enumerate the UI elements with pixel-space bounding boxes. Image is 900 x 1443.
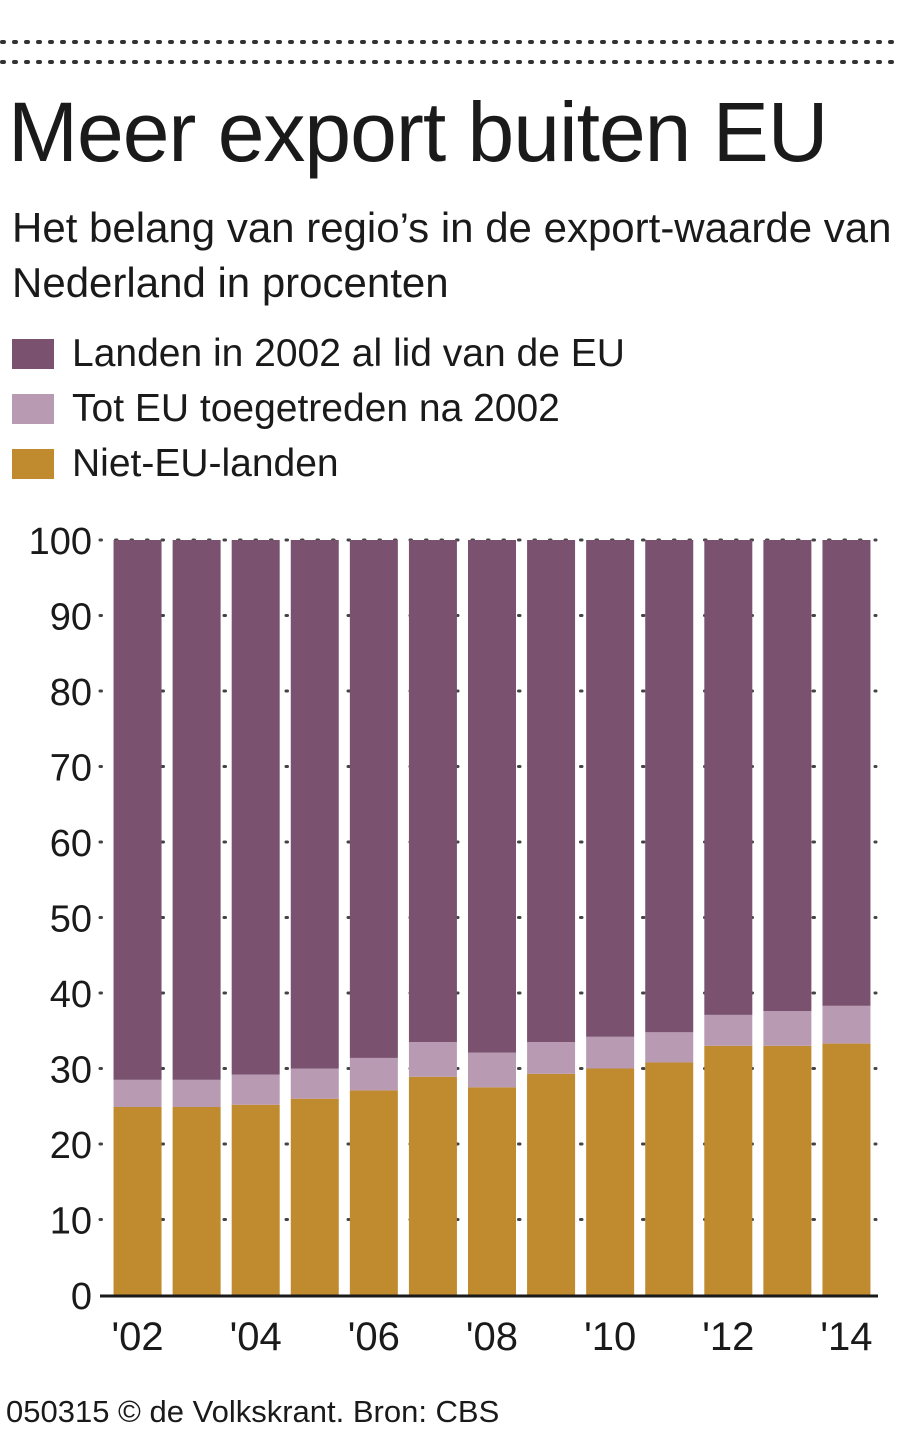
legend-item-non-eu: Niet-EU-landen xyxy=(12,436,625,491)
legend-item-eu-after-2002: Tot EU toegetreden na 2002 xyxy=(12,381,625,436)
x-tick-label-2008: '08 xyxy=(466,1315,518,1359)
bar-2012-series-1 xyxy=(704,1014,753,1046)
bar-2003-series-2 xyxy=(172,540,221,1080)
y-tick-label-20: 20 xyxy=(50,1125,92,1167)
bar-2009-series-2 xyxy=(527,540,576,1043)
bar-2003-series-1 xyxy=(172,1079,221,1108)
x-tick-label-2010: '10 xyxy=(584,1315,636,1359)
bar-2011-series-1 xyxy=(645,1032,694,1063)
bar-2013-series-2 xyxy=(763,540,812,1012)
legend-swatch-eu-after-2002 xyxy=(12,393,54,424)
bar-2004-series-0 xyxy=(231,1104,280,1295)
bar-2005-series-0 xyxy=(290,1098,339,1295)
bar-2002-series-1 xyxy=(113,1079,162,1108)
bar-2014-series-1 xyxy=(822,1005,871,1044)
chart-subtitle: Het belang van regio’s in de export-waar… xyxy=(12,204,892,306)
bar-2008-series-1 xyxy=(468,1052,516,1088)
bar-2009-series-1 xyxy=(527,1042,576,1074)
bar-2006-series-2 xyxy=(349,540,398,1058)
bar-2002-series-2 xyxy=(113,540,162,1080)
x-tick-label-2002: '02 xyxy=(111,1315,163,1359)
bar-2007-series-2 xyxy=(408,540,457,1043)
y-tick-label-40: 40 xyxy=(50,974,92,1016)
legend: Landen in 2002 al lid van de EU Tot EU t… xyxy=(12,326,625,491)
bar-2010-series-1 xyxy=(586,1036,635,1069)
bar-2010-series-0 xyxy=(586,1068,635,1295)
y-tick-label-80: 80 xyxy=(50,672,92,714)
bar-2011-series-2 xyxy=(645,540,694,1033)
bar-2003-series-0 xyxy=(172,1107,221,1295)
y-tick-label-90: 90 xyxy=(50,597,92,639)
bar-2006-series-1 xyxy=(349,1057,398,1091)
y-tick-label-10: 10 xyxy=(50,1201,92,1243)
bar-2005-series-2 xyxy=(290,540,339,1069)
y-tick-label-70: 70 xyxy=(50,748,92,790)
legend-label-eu-2002: Landen in 2002 al lid van de EU xyxy=(72,331,625,375)
y-tick-label-0: 0 xyxy=(71,1276,92,1318)
bar-2013-series-1 xyxy=(763,1011,812,1046)
bar-2013-series-0 xyxy=(763,1045,812,1295)
bar-2008-series-2 xyxy=(468,540,516,1053)
bar-2009-series-0 xyxy=(527,1073,576,1295)
bar-2012-series-0 xyxy=(704,1045,753,1295)
stacked-bar-chart: 0 10 20 30 40 50 60 70 80 90 100 '02 '04 '06 '08 '10 '12… xyxy=(29,521,878,1359)
source-credit: 050315 © de Volkskrant. Bron: CBS xyxy=(6,1394,500,1429)
y-tick-label-50: 50 xyxy=(50,899,92,941)
bar-2005-series-1 xyxy=(290,1068,339,1099)
bar-2011-series-0 xyxy=(645,1062,694,1295)
bar-2014-series-2 xyxy=(822,540,871,1006)
bar-2002-series-0 xyxy=(113,1107,162,1295)
y-tick-label-100: 100 xyxy=(29,521,92,563)
bar-2007-series-0 xyxy=(408,1076,457,1295)
bar-2004-series-2 xyxy=(231,540,280,1075)
bar-2008-series-0 xyxy=(468,1087,516,1295)
bar-2014-series-0 xyxy=(822,1043,871,1295)
x-tick-label-2012: '12 xyxy=(702,1315,754,1359)
bar-2010-series-2 xyxy=(586,540,635,1037)
bar-2012-series-2 xyxy=(704,540,753,1015)
bar-2006-series-0 xyxy=(349,1090,398,1295)
x-tick-label-2004: '04 xyxy=(230,1315,282,1359)
chart-title: Meer export buiten EU xyxy=(8,85,828,179)
bar-2007-series-1 xyxy=(408,1042,457,1077)
legend-label-eu-after-2002: Tot EU toegetreden na 2002 xyxy=(72,386,560,430)
bar-2004-series-1 xyxy=(231,1074,280,1105)
legend-item-eu-2002: Landen in 2002 al lid van de EU xyxy=(12,326,625,381)
x-tick-label-2006: '06 xyxy=(348,1315,400,1359)
legend-label-non-eu: Niet-EU-landen xyxy=(72,441,339,485)
legend-swatch-non-eu xyxy=(12,448,54,479)
x-tick-label-2014: '14 xyxy=(820,1315,872,1359)
top-dotted-rule xyxy=(0,40,900,64)
y-tick-label-30: 30 xyxy=(50,1050,92,1092)
legend-swatch-eu-2002 xyxy=(12,338,54,369)
y-tick-label-60: 60 xyxy=(50,823,92,865)
